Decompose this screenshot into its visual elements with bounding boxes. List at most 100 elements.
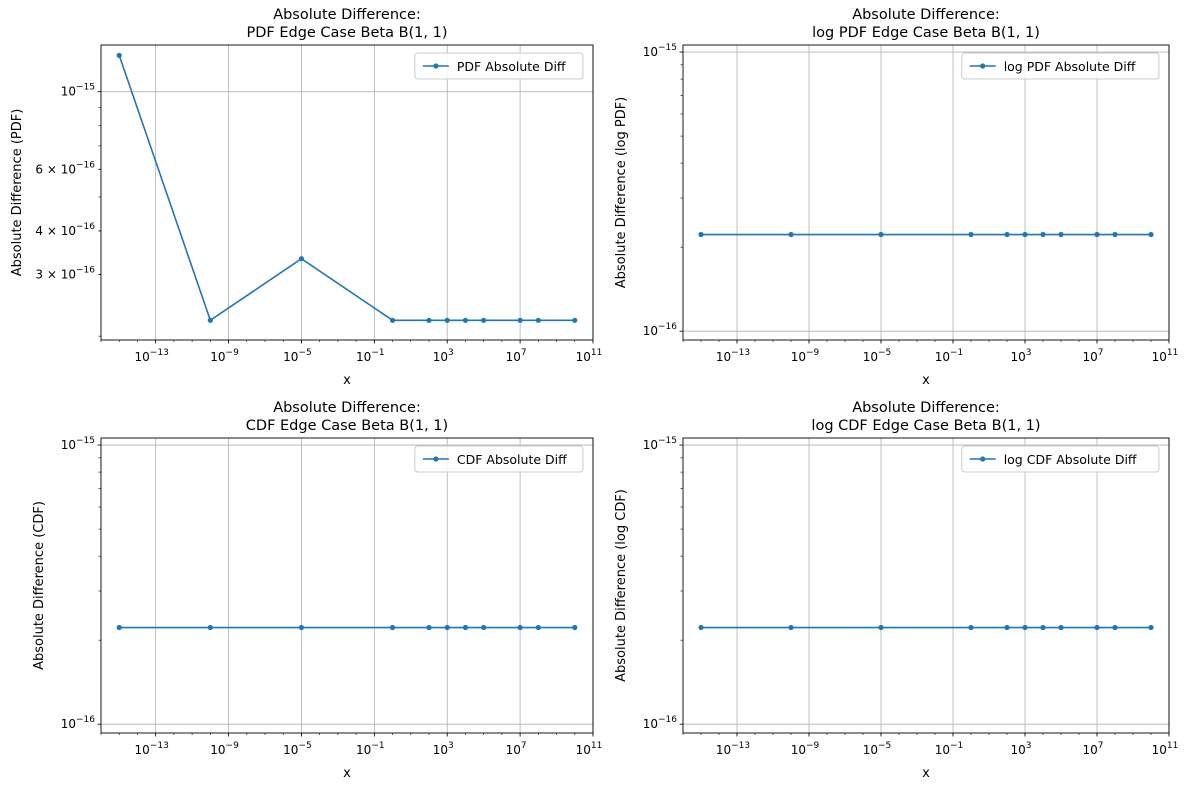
data-point	[878, 624, 884, 631]
x-tick-label: 103	[1010, 741, 1031, 757]
legend: log PDF Absolute Diff	[961, 52, 1160, 80]
data-point	[1112, 624, 1118, 631]
data-point	[1094, 624, 1100, 631]
data-point	[462, 624, 469, 631]
data-point	[444, 624, 450, 631]
x-axis-label: x	[922, 373, 930, 388]
x-tick-label: 10−13	[716, 348, 750, 364]
chart-panel-3: 10−13 10−9 10−5 10−1 103 107 1011 10−15 10−16 Abs…	[32, 400, 602, 781]
data-point	[426, 624, 432, 631]
x-tick-label: 10−9	[210, 741, 239, 757]
legend-label: CDF Absolute Diff	[457, 452, 567, 467]
data-point	[572, 317, 578, 323]
chart-title-line2: PDF Edge Case Beta B(1, 1)	[246, 25, 447, 41]
x-tick-label: 103	[433, 741, 454, 757]
data-point	[535, 317, 541, 323]
chart-title-line1: Absolute Difference:	[852, 7, 1000, 23]
chart-title-line2: log PDF Edge Case Beta B(1, 1)	[812, 25, 1040, 41]
x-tick-label: 10−13	[716, 741, 750, 757]
x-tick-label: 10−1	[935, 741, 964, 757]
legend-marker	[433, 456, 439, 462]
data-point	[788, 624, 794, 631]
x-tick-label: 10−13	[135, 348, 169, 364]
data-point	[1094, 231, 1100, 238]
y-tick-label: 10−15	[643, 436, 677, 452]
chart-title-line1: Absolute Difference:	[273, 7, 421, 23]
y-axis-label: Absolute Difference (log CDF)	[614, 489, 629, 682]
x-axis-label: x	[343, 766, 351, 781]
y-tick-label: 10−15	[643, 43, 677, 59]
data-point	[1022, 624, 1028, 631]
legend: CDF Absolute Diff	[414, 445, 584, 473]
data-point	[788, 231, 794, 238]
x-tick-label: 10−9	[791, 348, 820, 364]
legend-marker	[980, 456, 986, 462]
data-point	[389, 624, 396, 631]
legend-marker	[433, 63, 439, 69]
y-axis-label: Absolute Difference (log PDF)	[614, 97, 629, 289]
chart-panel-4: 10−13 10−9 10−5 10−1 103 107 1011 10−15 10−16 Abs…	[614, 400, 1178, 781]
data-point	[535, 624, 541, 631]
data-point	[207, 317, 213, 323]
x-tick-label: 1011	[1152, 348, 1179, 364]
data-point	[698, 231, 704, 238]
x-tick-label: 1011	[576, 348, 603, 364]
x-tick-label: 107	[1082, 741, 1103, 757]
x-tick-label: 107	[1082, 348, 1103, 364]
legend: log CDF Absolute Diff	[961, 445, 1160, 473]
axes-frame	[100, 437, 594, 734]
data-point	[116, 624, 122, 631]
data-point	[1004, 231, 1010, 238]
data-point	[298, 256, 305, 262]
chart-title-line1: Absolute Difference:	[273, 400, 421, 416]
legend-label: log CDF Absolute Diff	[1004, 452, 1137, 467]
y-axis-label: Absolute Difference (PDF)	[10, 109, 25, 277]
data-point	[517, 624, 523, 631]
y-axis-label: Absolute Difference (CDF)	[32, 501, 47, 670]
data-point	[462, 317, 469, 323]
y-tick-label: 10−15	[61, 83, 95, 99]
data-point	[1058, 231, 1064, 238]
x-tick-label: 107	[506, 348, 527, 364]
y-tick-label: 3 × 10−16	[35, 266, 95, 282]
data-point	[1040, 231, 1046, 238]
x-tick-label: 1011	[1152, 741, 1179, 757]
x-tick-label: 107	[506, 741, 527, 757]
data-point	[1004, 624, 1010, 631]
x-tick-label: 1011	[576, 741, 603, 757]
chart-panel-2: 10−13 10−9 10−5 10−1 103 107 1011 10−15 10−16 Abs…	[614, 7, 1178, 388]
x-axis-label: x	[343, 373, 351, 388]
axes-frame	[682, 44, 1170, 341]
x-tick-label: 10−1	[356, 348, 385, 364]
x-tick-label: 10−5	[283, 741, 312, 757]
y-tick-label: 4 × 10−16	[35, 222, 95, 238]
chart-title-line2: CDF Edge Case Beta B(1, 1)	[246, 418, 448, 434]
data-point	[968, 624, 974, 631]
y-tick-label: 10−16	[643, 322, 678, 338]
y-tick-label: 10−16	[643, 715, 678, 731]
chart-panel-1: 10−13 10−9 10−5 10−1 103 107 1011 10−15 6 × 10−1…	[10, 7, 602, 388]
x-tick-label: 103	[433, 348, 454, 364]
data-point	[968, 231, 974, 238]
x-tick-label: 10−13	[135, 741, 169, 757]
data-point	[207, 624, 213, 631]
data-point	[116, 52, 122, 58]
data-point	[1040, 624, 1046, 631]
data-point	[698, 624, 704, 631]
data-point	[481, 624, 487, 631]
legend: PDF Absolute Diff	[414, 52, 584, 80]
data-point	[517, 317, 523, 323]
x-tick-label: 10−5	[283, 348, 312, 364]
data-point	[298, 624, 305, 631]
data-point	[1022, 231, 1028, 238]
legend-label: PDF Absolute Diff	[457, 59, 566, 74]
data-point	[1148, 231, 1154, 238]
x-axis-label: x	[922, 766, 930, 781]
y-tick-label: 10−15	[61, 436, 95, 452]
data-point	[1058, 624, 1064, 631]
legend-marker	[980, 63, 986, 69]
x-tick-label: 103	[1010, 348, 1031, 364]
data-point	[481, 317, 487, 323]
axes-frame	[100, 44, 594, 341]
data-point	[1112, 231, 1118, 238]
